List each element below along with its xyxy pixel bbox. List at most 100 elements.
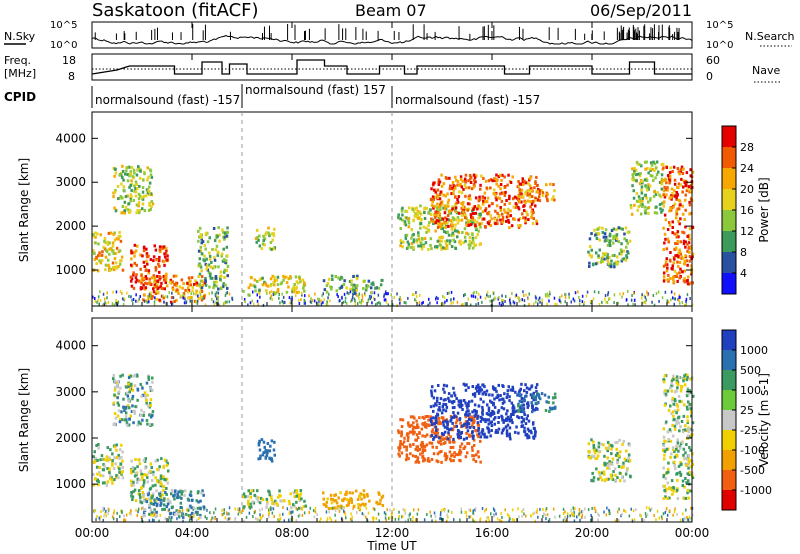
velocity-cell bbox=[566, 515, 569, 518]
velocity-cell bbox=[243, 519, 245, 523]
velocity-cell bbox=[663, 392, 666, 396]
velocity-cell bbox=[688, 471, 691, 474]
power-cell bbox=[290, 301, 293, 305]
velocity-cell bbox=[446, 426, 449, 430]
velocity-cell bbox=[469, 515, 472, 519]
power-cell bbox=[593, 228, 596, 232]
velocity-cell bbox=[675, 389, 678, 393]
power-cell bbox=[490, 202, 494, 206]
power-cell bbox=[300, 291, 303, 295]
velocity-cell bbox=[576, 515, 578, 519]
velocity-cell bbox=[669, 439, 673, 443]
power-cell bbox=[274, 292, 276, 296]
power-cell bbox=[405, 233, 409, 237]
velocity-cell bbox=[464, 413, 468, 417]
velocity-cell bbox=[128, 374, 131, 378]
velocity-cell bbox=[147, 471, 151, 475]
power-colorbar-label: Power [dB] bbox=[757, 177, 771, 242]
velocity-cell bbox=[423, 421, 427, 425]
power-cell bbox=[355, 277, 359, 281]
power-cell bbox=[112, 232, 115, 236]
velocity-cell bbox=[526, 405, 529, 409]
velocity-cell bbox=[529, 514, 532, 518]
power-cell bbox=[260, 247, 264, 251]
power-cell bbox=[500, 178, 503, 182]
velocity-cell bbox=[595, 448, 598, 452]
power-cell bbox=[288, 296, 291, 300]
velocity-cell bbox=[173, 490, 177, 494]
power-cell bbox=[334, 275, 337, 278]
velocity-cell bbox=[143, 479, 146, 483]
power-cell bbox=[683, 218, 686, 221]
power-cell bbox=[441, 217, 445, 221]
power-cell bbox=[145, 277, 148, 281]
power-cell bbox=[599, 260, 603, 264]
velocity-cell bbox=[416, 445, 419, 449]
power-cell bbox=[438, 205, 441, 209]
power-cell bbox=[374, 298, 376, 301]
noise-ytick-top: 10^5 bbox=[50, 20, 77, 31]
velocity-cell bbox=[592, 446, 596, 450]
velocity-cell bbox=[685, 508, 687, 512]
velocity-cell bbox=[271, 501, 274, 505]
power-cell bbox=[416, 216, 420, 220]
velocity-cell bbox=[482, 400, 485, 404]
power-cell bbox=[463, 216, 467, 220]
power-cell bbox=[247, 293, 249, 297]
power-cell bbox=[264, 282, 267, 286]
power-cell bbox=[592, 297, 595, 301]
velocity-cell bbox=[134, 373, 137, 377]
velocity-cell bbox=[449, 419, 452, 423]
power-cell bbox=[146, 262, 149, 266]
velocity-cell bbox=[686, 373, 689, 377]
power-cell bbox=[679, 183, 683, 187]
power-cell bbox=[660, 182, 663, 186]
power-cell bbox=[653, 162, 657, 166]
velocity-cell bbox=[405, 448, 408, 452]
velocity-cell bbox=[257, 442, 261, 445]
power-cell bbox=[553, 198, 556, 202]
power-cell bbox=[653, 211, 657, 215]
power-cell bbox=[497, 184, 500, 188]
velocity-cell bbox=[384, 516, 387, 520]
power-cell bbox=[474, 211, 477, 215]
velocity-cell bbox=[460, 431, 463, 435]
velocity-cell bbox=[162, 489, 165, 492]
velocity-cell bbox=[103, 464, 106, 468]
velocity-cell bbox=[121, 418, 124, 422]
power-cell bbox=[190, 292, 192, 296]
velocity-cell bbox=[148, 497, 151, 501]
power-cell bbox=[102, 292, 105, 296]
power-cell bbox=[359, 300, 361, 304]
velocity-cell bbox=[170, 516, 173, 520]
velocity-cell bbox=[111, 515, 114, 519]
velocity-cell bbox=[474, 409, 477, 413]
velocity-cell bbox=[159, 480, 162, 484]
power-cell bbox=[526, 213, 529, 217]
velocity-cell bbox=[224, 516, 227, 520]
velocity-cell bbox=[112, 517, 115, 521]
power-cell bbox=[460, 218, 464, 222]
velocity-cell bbox=[406, 432, 409, 436]
power-cell bbox=[621, 295, 623, 299]
power-cell bbox=[213, 280, 216, 284]
power-cell bbox=[148, 297, 150, 301]
power-cell bbox=[667, 279, 670, 283]
power-cell bbox=[440, 222, 443, 226]
velocity-colorbar-tick-label: 1000 bbox=[740, 344, 768, 357]
power-cell bbox=[158, 264, 161, 268]
velocity-cell bbox=[105, 509, 107, 513]
velocity-cell bbox=[437, 420, 441, 424]
velocity-cell bbox=[467, 422, 471, 426]
power-cell bbox=[477, 292, 480, 296]
power-cell bbox=[119, 239, 123, 243]
velocity-cell bbox=[189, 515, 191, 519]
power-cell bbox=[638, 197, 642, 201]
power-cell bbox=[126, 166, 129, 170]
velocity-cell bbox=[448, 437, 451, 441]
velocity-cell bbox=[375, 500, 379, 504]
power-cell bbox=[440, 216, 443, 220]
velocity-cell bbox=[277, 518, 279, 522]
power-cell bbox=[213, 303, 216, 307]
velocity-cell bbox=[442, 387, 445, 391]
